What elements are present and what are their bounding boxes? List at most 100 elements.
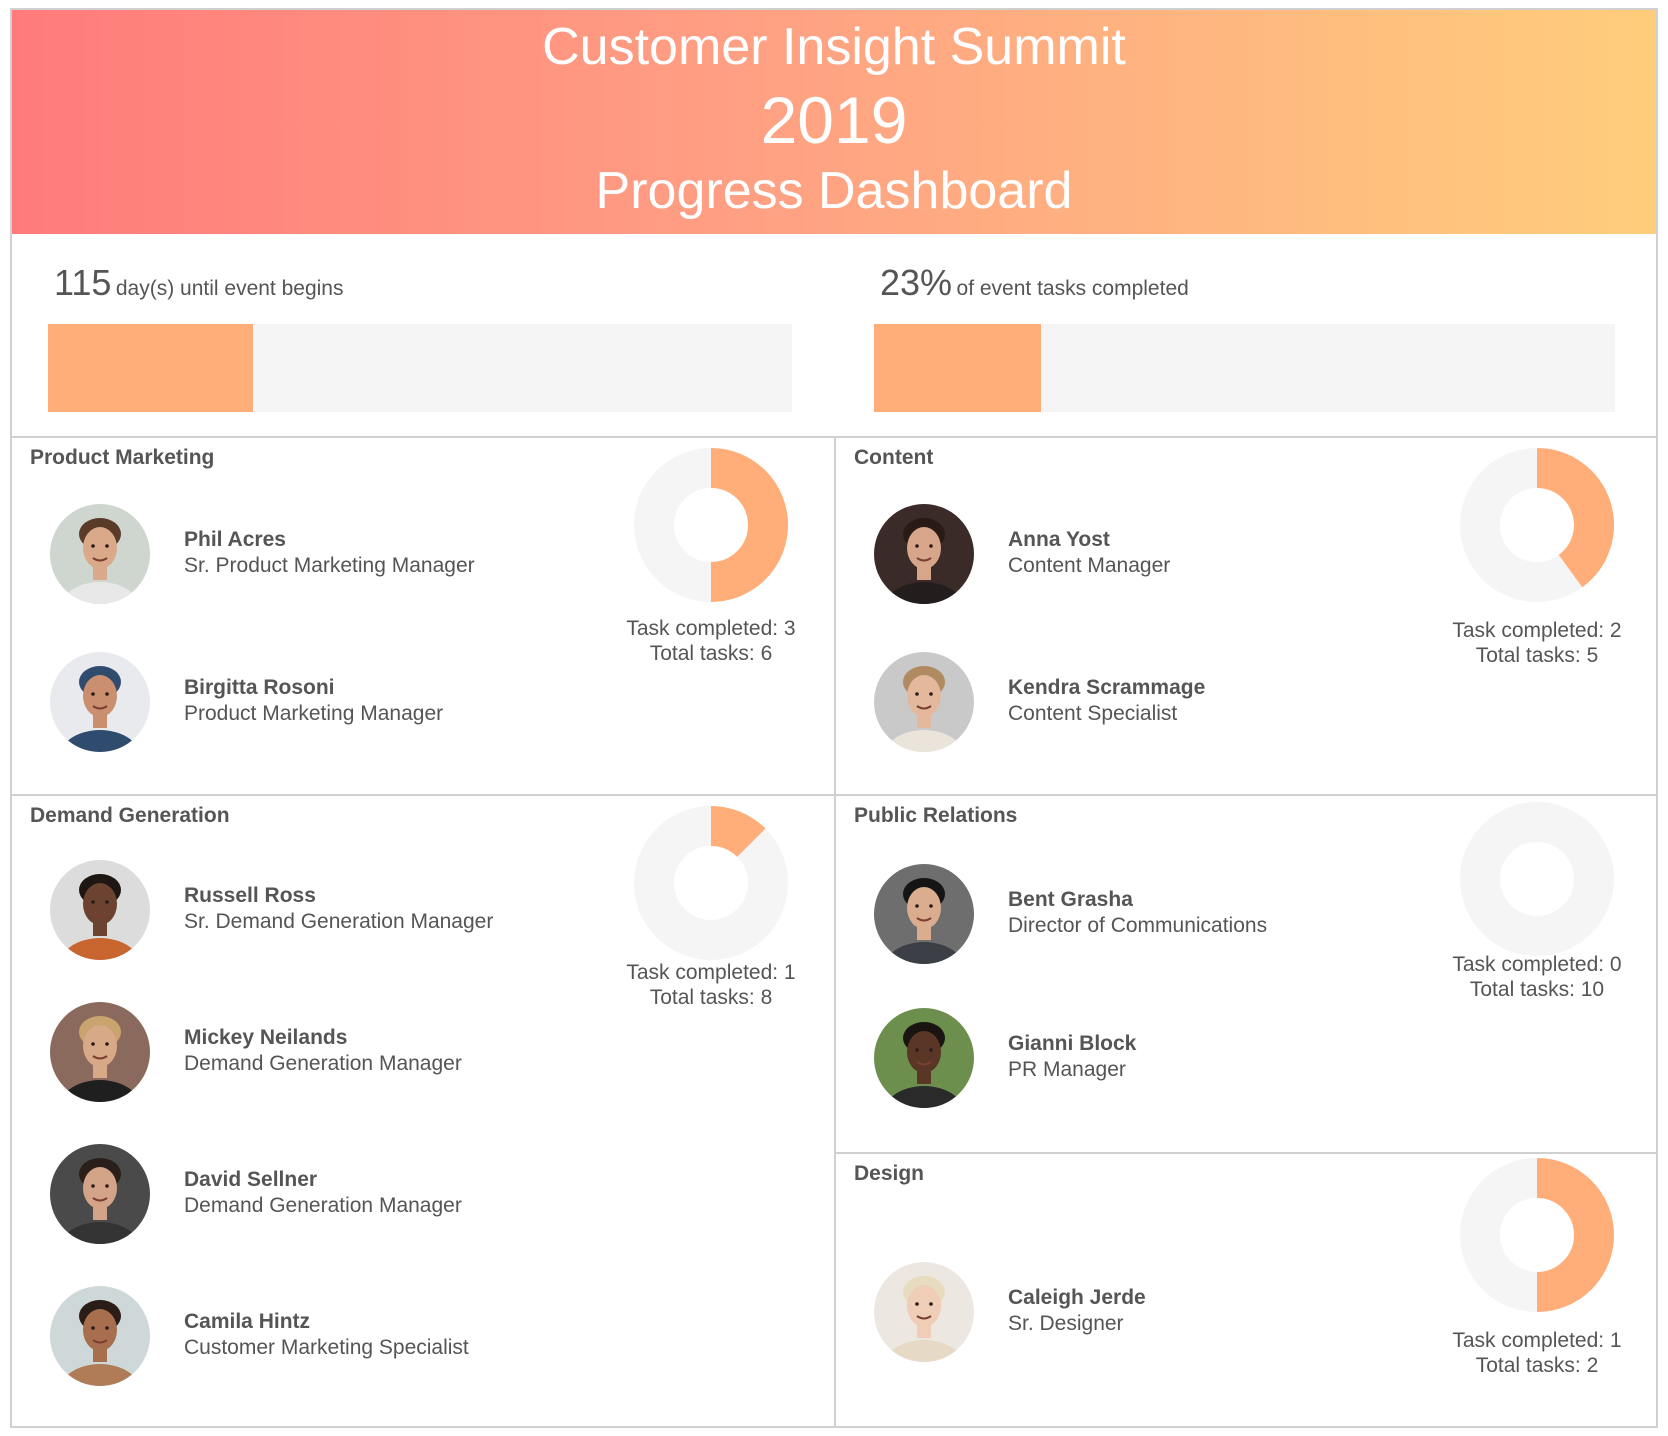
task-donut-chart [1460,448,1614,602]
person-portrait-icon [874,864,974,964]
task-donut-chart [1460,1158,1614,1312]
panel-title: Content [854,446,934,469]
member-card: Anna Yost Content Manager [874,504,1394,606]
dashboard-board: Customer Insight Summit 2019 Progress Da… [10,8,1658,1428]
panel-design: Design Caleigh Jerde Sr. Designer Task c… [836,1154,1656,1426]
donut-completed-slice [710,806,766,858]
member-name: Mickey Neilands [184,1026,348,1049]
person-portrait-icon [50,504,150,604]
person-portrait-icon [874,504,974,604]
person-portrait-icon [50,1286,150,1386]
avatar [50,1002,150,1102]
member-card: Mickey Neilands Demand Generation Manage… [50,1002,570,1104]
days-until-metric: 115 day(s) until event begins [48,234,792,438]
person-portrait-icon [50,860,150,960]
days-progress-fill [48,324,254,412]
tasks-progress-fill [874,324,1042,412]
member-name: Bent Grasha [1008,888,1133,911]
tasks-percent-caption: of event tasks completed [956,277,1189,300]
days-caption: day(s) until event begins [115,277,344,300]
avatar [50,1144,150,1244]
person-portrait-icon [50,652,150,752]
member-role: Demand Generation Manager [184,1052,462,1075]
tasks-percent-value: 23% [880,262,953,303]
member-card: David Sellner Demand Generation Manager [50,1144,570,1246]
panel-title: Demand Generation [30,804,230,827]
divider-design [836,1152,1656,1154]
tasks-completed-label: Task completed: 2 [1452,619,1622,642]
tasks-completed-label: Task completed: 1 [1452,1329,1622,1352]
member-name: Camila Hintz [184,1310,311,1333]
donut-completed-slice [1536,1158,1614,1312]
member-name: Russell Ross [184,884,316,907]
tasks-total-label: Total tasks: 10 [1469,978,1605,1001]
panel-title: Design [854,1162,925,1185]
member-card: Birgitta Rosoni Product Marketing Manage… [50,652,570,754]
tasks-completed-label: Task completed: 0 [1452,953,1622,976]
donut-completed-slice [1536,448,1614,588]
member-name: Gianni Block [1008,1032,1137,1055]
divider-center [834,436,836,1426]
member-card: Russell Ross Sr. Demand Generation Manag… [50,860,570,962]
avatar [50,860,150,960]
tasks-completed-label: Task completed: 1 [626,961,796,984]
panel-content: Content Anna Yost Content Manager [836,438,1656,794]
avatar [50,652,150,752]
member-card: Camila Hintz Customer Marketing Speciali… [50,1286,570,1388]
dashboard-header: Customer Insight Summit 2019 Progress Da… [12,10,1656,234]
event-year: 2019 [760,83,908,157]
member-name: Phil Acres [184,528,286,551]
tasks-completed-metric: 23% of event tasks completed [874,234,1615,438]
days-value: 115 [54,262,112,303]
task-donut-chart [634,806,788,960]
avatar [50,1286,150,1386]
avatar [874,652,974,752]
member-name: Birgitta Rosoni [184,676,335,699]
panel-product-marketing: Product Marketing Phil Acres Sr. Product… [12,438,834,794]
person-portrait-icon [874,652,974,752]
divider-middle [12,794,1656,796]
member-role: Sr. Product Marketing Manager [184,554,475,577]
days-progress-track [48,324,792,412]
member-role: Content Specialist [1008,702,1178,725]
task-donut-chart [1460,802,1614,956]
tasks-total-label: Total tasks: 5 [1475,644,1599,667]
donut-completed-slice [710,448,788,602]
person-portrait-icon [50,1002,150,1102]
member-role: Director of Communications [1008,914,1268,937]
avatar [874,1008,974,1108]
panel-public-relations: Public Relations Bent Grasha Director of… [836,796,1656,1152]
tasks-progress-track [874,324,1615,412]
tasks-completed-label: Task completed: 3 [626,617,796,640]
member-card: Gianni Block PR Manager [874,1008,1394,1110]
member-card: Caleigh Jerde Sr. Designer [874,1262,1394,1364]
avatar [874,1262,974,1362]
event-title: Customer Insight Summit [542,18,1126,76]
panel-title: Product Marketing [30,446,215,469]
dashboard-subtitle: Progress Dashboard [595,162,1073,220]
tasks-total-label: Total tasks: 8 [649,986,773,1009]
member-card: Kendra Scrammage Content Specialist [874,652,1394,754]
member-role: Sr. Designer [1008,1312,1124,1335]
avatar [874,864,974,964]
tasks-total-label: Total tasks: 6 [649,642,773,665]
member-name: David Sellner [184,1168,318,1191]
member-role: PR Manager [1008,1058,1126,1081]
avatar [874,504,974,604]
person-portrait-icon [50,1144,150,1244]
member-role: Customer Marketing Specialist [184,1336,469,1359]
tasks-total-label: Total tasks: 2 [1475,1354,1599,1377]
member-role: Product Marketing Manager [184,702,444,725]
panel-demand-generation: Demand Generation Russell Ross Sr. Deman… [12,796,834,1426]
person-portrait-icon [874,1262,974,1362]
member-card: Bent Grasha Director of Communications [874,864,1394,966]
member-role: Demand Generation Manager [184,1194,462,1217]
member-name: Caleigh Jerde [1008,1286,1146,1309]
task-donut-chart [634,448,788,602]
member-name: Anna Yost [1008,528,1110,551]
avatar [50,504,150,604]
member-card: Phil Acres Sr. Product Marketing Manager [50,504,570,606]
member-name: Kendra Scrammage [1008,676,1206,699]
person-portrait-icon [874,1008,974,1108]
member-role: Sr. Demand Generation Manager [184,910,494,933]
